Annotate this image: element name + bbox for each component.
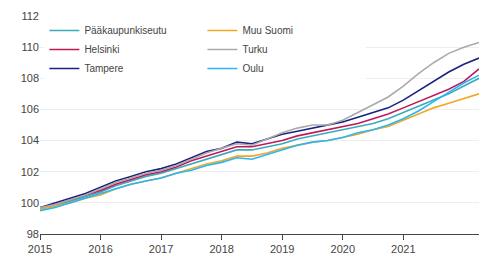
svg-text:Oulu: Oulu: [242, 63, 263, 74]
svg-text:2020: 2020: [331, 243, 355, 255]
svg-text:Turku: Turku: [242, 44, 267, 55]
svg-text:2018: 2018: [209, 243, 233, 255]
svg-text:2015: 2015: [28, 243, 52, 255]
svg-text:98: 98: [27, 228, 39, 240]
svg-text:2017: 2017: [149, 243, 173, 255]
svg-text:Tampere: Tampere: [84, 63, 123, 74]
svg-text:Pääkaupunkiseutu: Pääkaupunkiseutu: [84, 25, 166, 36]
svg-text:110: 110: [21, 41, 39, 53]
svg-text:2016: 2016: [88, 243, 112, 255]
svg-text:102: 102: [21, 166, 39, 178]
svg-text:Muu Suomi: Muu Suomi: [242, 25, 293, 36]
svg-text:Helsinki: Helsinki: [84, 44, 119, 55]
svg-text:2021: 2021: [391, 243, 415, 255]
svg-text:104: 104: [21, 134, 39, 146]
svg-text:2019: 2019: [270, 243, 294, 255]
svg-text:108: 108: [21, 72, 39, 84]
svg-text:100: 100: [21, 197, 39, 209]
svg-text:112: 112: [21, 10, 39, 22]
svg-text:106: 106: [21, 103, 39, 115]
